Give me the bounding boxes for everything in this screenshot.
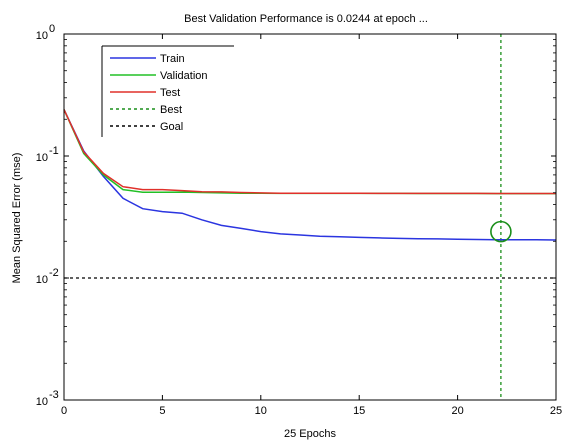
y-tick-exponent: -2 [49, 267, 59, 279]
y-tick-exponent: 0 [49, 23, 55, 35]
legend-label-train: Train [160, 53, 185, 65]
x-tick-label: 25 [550, 405, 562, 417]
y-tick-exponent: -3 [49, 389, 59, 401]
y-tick-label: 10 [36, 274, 48, 286]
legend-label-goal: Goal [160, 121, 183, 133]
x-tick-label: 5 [159, 405, 165, 417]
legend-label-best: Best [160, 104, 182, 116]
x-tick-label: 10 [255, 405, 267, 417]
y-tick-label: 10 [36, 152, 48, 164]
y-tick-label: 10 [36, 30, 48, 42]
legend: Train Validation Test Best Goal [101, 45, 234, 137]
plot-area [63, 34, 557, 400]
x-tick-label: 15 [353, 405, 365, 417]
best-point-marker [490, 220, 512, 243]
series-line-train [63, 109, 557, 241]
axes-box [63, 33, 557, 401]
legend-label-validation: Validation [160, 70, 208, 82]
y-tick-label: 10 [36, 396, 48, 408]
x-tick-label: 0 [61, 405, 67, 417]
chart-title: Best Validation Performance is 0.0244 at… [184, 13, 428, 25]
y-tick-exponent: -1 [49, 145, 59, 157]
y-axis-label: Mean Squared Error (mse) [11, 153, 23, 284]
series-line-test [63, 109, 556, 195]
x-tick-label: 20 [451, 405, 463, 417]
legend-label-test: Test [160, 87, 180, 99]
x-axis-label: 25 Epochs [284, 428, 336, 440]
